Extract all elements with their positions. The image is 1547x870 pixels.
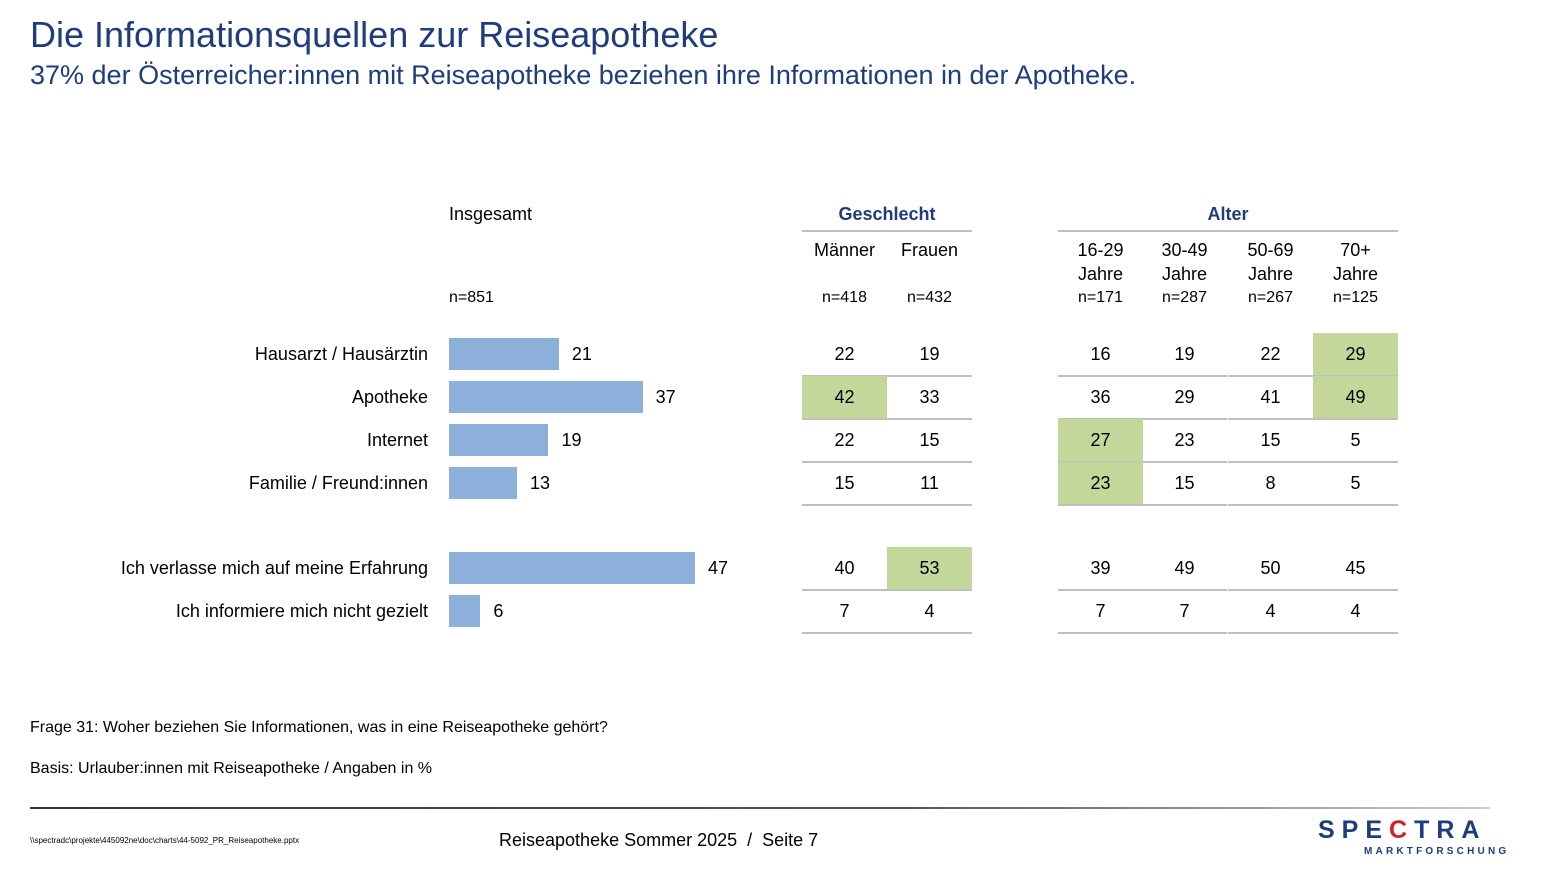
table-cell: 4 <box>1228 590 1313 634</box>
table-cell: 15 <box>1228 419 1313 463</box>
bar-total <box>449 338 559 370</box>
table-cell: 23 <box>1058 462 1143 506</box>
column-n: n=171 <box>1078 289 1123 306</box>
group-header-alter: Alter <box>1207 204 1249 224</box>
row-label: Apotheke <box>351 387 428 407</box>
table-cell: 15 <box>802 462 887 506</box>
table-cell: 7 <box>1058 590 1143 634</box>
table-cell: 7 <box>1142 590 1227 634</box>
table-cell: 7 <box>802 590 887 634</box>
column-header: Frauen <box>900 240 959 260</box>
column-n: n=267 <box>1248 289 1293 306</box>
table-cell: 45 <box>1313 547 1398 591</box>
page-subtitle: 37% der Österreicher:innen mit Reiseapot… <box>30 60 1137 90</box>
column-header: 70+ Jahre <box>1332 240 1379 284</box>
table-cell: 29 <box>1142 376 1227 420</box>
table-cell: 5 <box>1313 462 1398 506</box>
column-header: 30-49 Jahre <box>1161 240 1208 284</box>
table-cell: 19 <box>887 333 972 377</box>
bar-value-label: 47 <box>708 558 729 578</box>
bar-value-label: 13 <box>530 473 551 493</box>
page-title: Die Informationsquellen zur Reiseapothek… <box>30 14 719 55</box>
table-cell: 19 <box>1142 333 1227 377</box>
column-n: n=125 <box>1333 289 1378 306</box>
table-cell: 22 <box>802 333 887 377</box>
table-cell: 23 <box>1142 419 1227 463</box>
table-cell: 22 <box>1228 333 1313 377</box>
row-label: Familie / Freund:innen <box>248 473 428 493</box>
table-cell: 16 <box>1058 333 1143 377</box>
table-cell: 4 <box>887 590 972 634</box>
group-divider <box>1058 230 1398 232</box>
footer-page-info: Reiseapotheke Sommer 2025 / Seite 7 <box>499 830 819 850</box>
table-cell: 4 <box>1313 590 1398 634</box>
bar-total <box>449 381 643 413</box>
row-label: Ich informiere mich nicht gezielt <box>175 601 428 621</box>
total-header: Insgesamt <box>449 204 533 224</box>
spectra-logo: SPECTRA MARKTFORSCHUNG <box>1318 816 1509 857</box>
row-label: Ich verlasse mich auf meine Erfahrung <box>120 558 428 578</box>
table-cell: 15 <box>887 419 972 463</box>
bar-total <box>449 552 695 584</box>
bar-value-label: 19 <box>561 430 582 450</box>
table-cell: 49 <box>1313 376 1398 420</box>
table-cell: 15 <box>1142 462 1227 506</box>
column-n: n=432 <box>907 289 952 306</box>
logo-subline: MARKTFORSCHUNG <box>1364 846 1510 857</box>
table-cell: 22 <box>802 419 887 463</box>
logo-wordmark: SPECTRA <box>1318 816 1487 844</box>
bar-value-label: 6 <box>493 601 504 621</box>
table-cell: 29 <box>1313 333 1398 377</box>
table-cell: 36 <box>1058 376 1143 420</box>
bar-value-label: 37 <box>655 387 676 407</box>
file-path: \\spectradc\projekte\445092ne\doc\charts… <box>30 836 300 845</box>
table-cell: 40 <box>802 547 887 591</box>
table-cell: 42 <box>802 376 887 420</box>
table-cell: 53 <box>887 547 972 591</box>
basis-note: Basis: Urlauber:innen mit Reiseapotheke … <box>30 760 433 777</box>
table-cell: 11 <box>887 462 972 506</box>
table-cell: 49 <box>1142 547 1227 591</box>
column-header: 50-69 Jahre <box>1247 240 1294 284</box>
group-header-geschlecht: Geschlecht <box>838 204 936 224</box>
footer-divider <box>30 807 1490 809</box>
column-header: Männer <box>813 240 876 260</box>
table-cell: 27 <box>1058 419 1143 463</box>
bar-total <box>449 424 549 456</box>
bar-total <box>449 467 518 499</box>
column-n: n=418 <box>822 289 867 306</box>
row-label: Hausarzt / Hausärztin <box>254 344 428 364</box>
bar-total <box>449 595 481 627</box>
column-header: 16-29 Jahre <box>1077 240 1124 284</box>
table-cell: 39 <box>1058 547 1143 591</box>
bar-value-label: 21 <box>571 344 592 364</box>
table-cell: 8 <box>1228 462 1313 506</box>
table-cell: 50 <box>1228 547 1313 591</box>
table-cell: 33 <box>887 376 972 420</box>
table-cell: 5 <box>1313 419 1398 463</box>
total-n: n=851 <box>449 289 494 306</box>
table-cell: 41 <box>1228 376 1313 420</box>
group-divider <box>802 230 972 232</box>
row-label: Internet <box>366 430 428 450</box>
question-note: Frage 31: Woher beziehen Sie Information… <box>30 719 608 736</box>
column-n: n=287 <box>1162 289 1207 306</box>
